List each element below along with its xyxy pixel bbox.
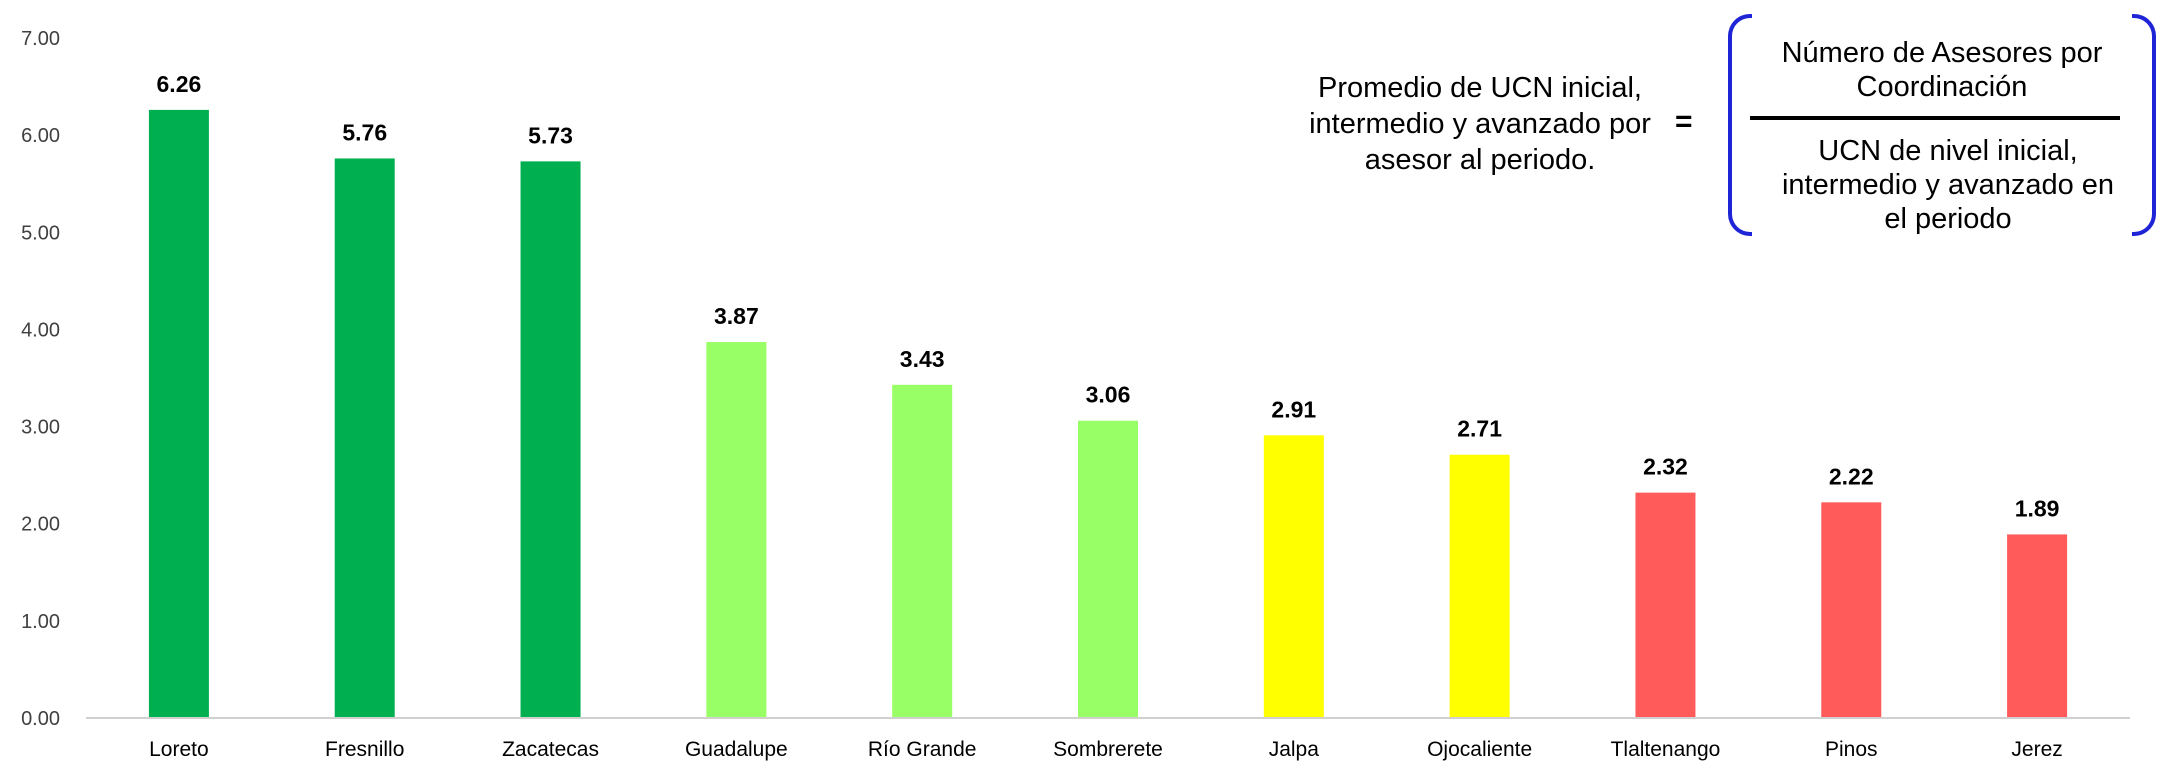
x-tick-label: Jerez [2011, 738, 2062, 761]
bar [520, 161, 581, 718]
numerator-line: Coordinación [1856, 71, 2028, 103]
x-tick-label: Tlaltenango [1611, 738, 1721, 761]
data-label: 2.71 [1457, 416, 1502, 442]
fraction-bar [1750, 116, 2120, 120]
x-tick-label: Pinos [1825, 738, 1878, 761]
bar [2007, 534, 2068, 718]
formula-description-line: asesor al periodo. [1364, 144, 1596, 176]
data-label: 5.76 [342, 119, 387, 145]
data-label: 6.26 [157, 71, 202, 97]
bar [892, 384, 953, 718]
bar [1078, 420, 1138, 718]
bar [334, 158, 395, 718]
formula-description: Promedio de UCN inicial, intermedio y av… [1290, 70, 1670, 178]
x-tick-label: Loreto [149, 738, 209, 761]
y-axis-labels: 0.00 1.00 2.00 3.00 4.00 5.00 6.00 7.00 [21, 28, 60, 730]
formula-fraction: Número de Asesores por Coordinación UCN … [1728, 14, 2156, 236]
x-tick-label: Río Grande [868, 738, 977, 761]
equals-sign: = [1675, 105, 1693, 138]
y-tick-label: 3.00 [21, 417, 60, 439]
x-tick-label: Sombrerete [1053, 738, 1163, 761]
x-tick-label: Jalpa [1269, 738, 1320, 761]
y-tick-label: 4.00 [21, 319, 60, 341]
y-tick-label: 2.00 [21, 514, 60, 536]
data-label: 2.32 [1643, 454, 1688, 480]
x-tick-label: Ojocaliente [1427, 738, 1532, 761]
fraction-denominator: UCN de nivel inicial, intermedio y avanz… [1748, 134, 2148, 236]
data-label: 2.91 [1271, 396, 1316, 422]
value-labels: 6.26 5.76 5.73 3.87 3.43 3.06 2.91 2.71 2.32 2.22… [157, 71, 2060, 522]
fraction-numerator: Número de Asesores por Coordinación [1748, 36, 2136, 104]
formula-description-line: Promedio de UCN inicial, [1318, 72, 1642, 104]
denominator-line: el periodo [1884, 203, 2012, 235]
bar [1449, 454, 1510, 718]
y-tick-label: 6.00 [21, 125, 60, 147]
bars-group [148, 109, 2068, 718]
bar [148, 109, 209, 718]
y-tick-label: 1.00 [21, 611, 60, 633]
x-tick-label: Guadalupe [685, 738, 788, 761]
category-labels: Loreto Fresnillo Zacatecas Guadalupe Río Gra… [149, 738, 2063, 761]
x-tick-label: Fresnillo [325, 738, 404, 761]
data-label: 3.06 [1086, 382, 1131, 408]
y-tick-label: 7.00 [21, 28, 60, 50]
formula-description-line: intermedio y avanzado por [1309, 108, 1651, 140]
denominator-line: intermedio y avanzado en [1781, 169, 2115, 201]
y-tick-label: 5.00 [21, 222, 60, 244]
data-label: 5.73 [528, 122, 573, 148]
data-label: 3.43 [900, 346, 945, 372]
y-tick-label: 0.00 [21, 708, 60, 730]
numerator-line: Número de Asesores por [1781, 37, 2103, 69]
x-tick-label: Zacatecas [502, 738, 599, 761]
data-label: 2.22 [1829, 463, 1874, 489]
denominator-line: UCN de nivel inicial, [1818, 135, 2078, 167]
bar [706, 342, 767, 718]
data-label: 1.89 [2015, 495, 2060, 521]
bar [1635, 492, 1696, 718]
bar [1263, 435, 1324, 718]
data-label: 3.87 [714, 303, 759, 329]
left-bracket [1728, 14, 1752, 236]
bar [1821, 502, 1882, 718]
